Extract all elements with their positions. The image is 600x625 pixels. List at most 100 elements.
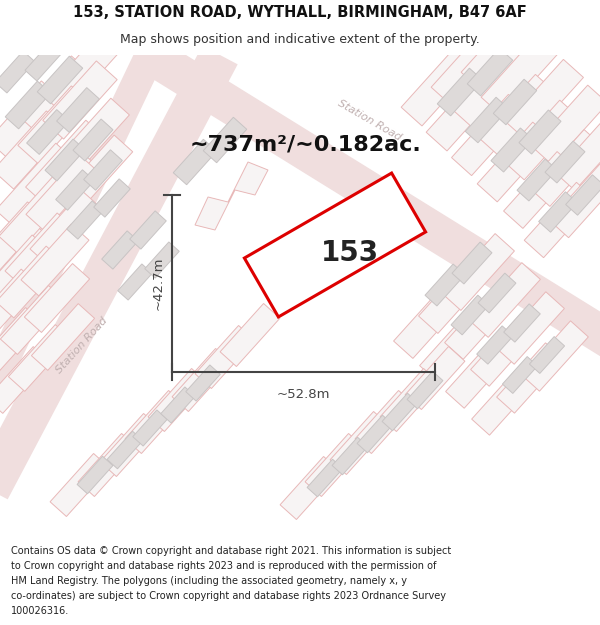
Text: co-ordinates) are subject to Crown copyright and database rights 2023 Ordnance S: co-ordinates) are subject to Crown copyr… <box>11 591 446 601</box>
Polygon shape <box>445 284 515 359</box>
Polygon shape <box>0 111 67 189</box>
Polygon shape <box>31 304 95 371</box>
Polygon shape <box>0 269 39 341</box>
Polygon shape <box>0 81 62 159</box>
Polygon shape <box>465 98 509 142</box>
Polygon shape <box>556 114 600 191</box>
Text: HM Land Registry. The polygons (including the associated geometry, namely x, y: HM Land Registry. The polygons (includin… <box>11 576 407 586</box>
Polygon shape <box>5 213 75 287</box>
Polygon shape <box>481 34 559 116</box>
Polygon shape <box>280 456 340 519</box>
Polygon shape <box>50 98 130 182</box>
Polygon shape <box>493 79 537 125</box>
Polygon shape <box>43 61 117 139</box>
Polygon shape <box>419 308 490 382</box>
Text: Contains OS data © Crown copyright and database right 2021. This information is : Contains OS data © Crown copyright and d… <box>11 546 451 556</box>
Polygon shape <box>491 128 533 172</box>
Polygon shape <box>470 314 539 386</box>
Polygon shape <box>0 49 164 396</box>
Polygon shape <box>394 282 466 358</box>
Polygon shape <box>426 69 504 151</box>
Polygon shape <box>5 81 51 129</box>
Polygon shape <box>504 100 580 180</box>
Polygon shape <box>21 224 89 296</box>
Polygon shape <box>519 110 561 154</box>
Polygon shape <box>453 47 531 129</box>
Polygon shape <box>0 177 71 253</box>
Polygon shape <box>0 202 46 278</box>
Polygon shape <box>37 56 83 104</box>
Polygon shape <box>30 191 100 265</box>
Polygon shape <box>566 175 600 215</box>
Polygon shape <box>472 365 538 435</box>
Polygon shape <box>401 44 479 126</box>
Polygon shape <box>549 162 600 238</box>
Polygon shape <box>172 349 232 411</box>
Polygon shape <box>67 201 103 239</box>
Polygon shape <box>50 454 110 516</box>
Polygon shape <box>2 180 78 260</box>
Polygon shape <box>530 129 600 206</box>
Polygon shape <box>452 94 529 176</box>
Polygon shape <box>56 88 100 132</box>
Polygon shape <box>195 326 255 389</box>
Polygon shape <box>442 234 514 311</box>
Polygon shape <box>45 139 85 181</box>
Polygon shape <box>529 337 565 373</box>
Polygon shape <box>524 182 596 258</box>
Polygon shape <box>305 434 365 496</box>
Polygon shape <box>437 68 483 116</box>
Text: Map shows position and indicative extent of the property.: Map shows position and indicative extent… <box>120 33 480 46</box>
Polygon shape <box>83 150 122 190</box>
Polygon shape <box>73 119 113 161</box>
Polygon shape <box>382 393 418 431</box>
Text: ~42.7m: ~42.7m <box>151 257 164 310</box>
Polygon shape <box>56 170 94 210</box>
Polygon shape <box>244 173 425 317</box>
Polygon shape <box>407 371 443 409</box>
Polygon shape <box>203 118 247 162</box>
Polygon shape <box>145 242 179 278</box>
Polygon shape <box>133 410 167 446</box>
Polygon shape <box>125 391 185 454</box>
Polygon shape <box>479 74 556 156</box>
Polygon shape <box>497 343 563 413</box>
Text: 153, STATION ROAD, WYTHALL, BIRMINGHAM, B47 6AF: 153, STATION ROAD, WYTHALL, BIRMINGHAM, … <box>73 4 527 19</box>
Polygon shape <box>307 459 343 497</box>
Polygon shape <box>25 264 89 332</box>
Polygon shape <box>467 48 513 96</box>
Polygon shape <box>545 141 585 183</box>
Polygon shape <box>30 157 106 237</box>
Polygon shape <box>446 336 514 408</box>
Polygon shape <box>532 85 600 165</box>
Polygon shape <box>26 109 70 154</box>
Polygon shape <box>0 347 50 413</box>
Polygon shape <box>25 39 65 81</box>
Polygon shape <box>506 59 583 141</box>
Text: Station Road: Station Road <box>55 315 110 375</box>
Polygon shape <box>405 346 465 409</box>
Text: 100026316.: 100026316. <box>11 606 69 616</box>
Polygon shape <box>380 369 440 431</box>
Polygon shape <box>503 152 577 228</box>
Polygon shape <box>0 46 238 499</box>
Polygon shape <box>102 231 138 269</box>
Polygon shape <box>18 56 92 134</box>
Polygon shape <box>355 391 415 454</box>
Polygon shape <box>0 235 50 309</box>
Text: Station Road: Station Road <box>337 98 404 142</box>
Polygon shape <box>94 179 130 217</box>
Polygon shape <box>478 273 516 313</box>
Polygon shape <box>18 86 92 164</box>
Polygon shape <box>332 438 368 475</box>
Polygon shape <box>0 51 35 93</box>
Polygon shape <box>521 321 589 391</box>
Polygon shape <box>118 264 152 300</box>
Polygon shape <box>78 434 138 496</box>
Polygon shape <box>330 411 390 474</box>
Polygon shape <box>130 211 166 249</box>
Text: to Crown copyright and database rights 2023 and is reproduced with the permissio: to Crown copyright and database rights 2… <box>11 561 436 571</box>
Polygon shape <box>477 122 553 202</box>
Polygon shape <box>0 143 74 227</box>
Polygon shape <box>57 135 133 215</box>
